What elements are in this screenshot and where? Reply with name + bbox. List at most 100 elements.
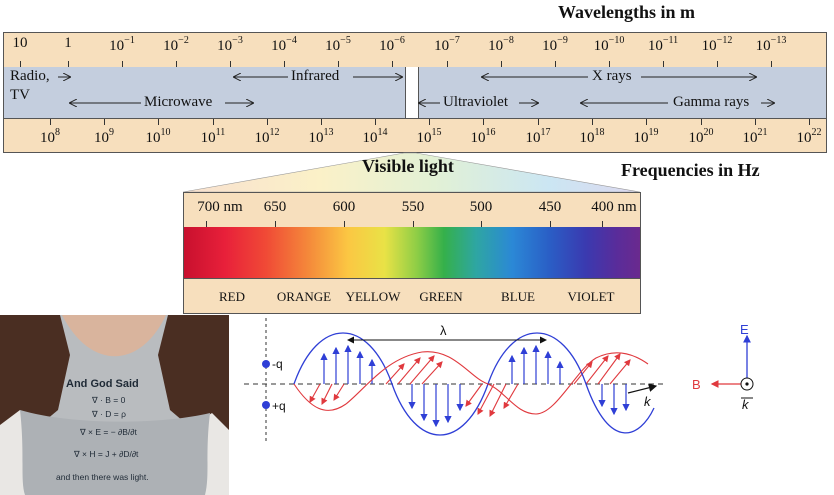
color-names-row: RED ORANGE YELLOW GREEN BLUE VIOLET <box>183 278 641 314</box>
nm-tick-label: 500 <box>469 199 493 215</box>
wavelength-tick-label: 10−4 <box>271 35 297 54</box>
wavelength-tick-label: 1 <box>64 35 72 51</box>
frequency-tick-mark <box>538 119 539 125</box>
ultraviolet-label: Ultraviolet <box>443 94 508 110</box>
tshirt-photo: And God Said ∇ · B = 0 ∇ · D = ρ ∇ × E =… <box>0 315 229 495</box>
lambda-label: λ <box>440 323 447 338</box>
nm-tick-mark <box>602 221 603 227</box>
nm-tick-mark <box>206 221 207 227</box>
e-legend-label: E <box>740 322 749 337</box>
e-field-arrows <box>320 344 630 428</box>
wavelength-tick-label: 10−10 <box>593 35 625 54</box>
k-legend-label: k <box>742 397 750 412</box>
frequency-tick-mark <box>50 119 51 125</box>
nm-tick-mark <box>275 221 276 227</box>
k-arrow <box>627 383 658 394</box>
wavelength-tick-mark <box>717 61 718 67</box>
shirt-eq3: ∇ × E = − ∂B/∂t <box>79 427 137 437</box>
frequency-tick-label: 1015 <box>416 127 442 146</box>
frequency-tick-label: 1021 <box>742 127 768 146</box>
nm-tick-label: 400 nm <box>591 199 637 215</box>
shirt-footer: and then there was light. <box>56 472 149 482</box>
shirt-title: And God Said <box>66 378 139 390</box>
frequency-tick-label: 1010 <box>145 127 171 146</box>
frequency-tick-label: 1013 <box>308 127 334 146</box>
shirt-eq2: ∇ · D = ρ <box>91 409 126 419</box>
frequencies-header: Frequencies in Hz <box>621 160 760 180</box>
xrays-label: X rays <box>592 68 632 84</box>
frequency-scale: 108 109 1010 1011 1012 1013 1014 1015 1016 1017 10… <box>3 118 827 153</box>
frequency-tick-label: 1012 <box>254 127 280 146</box>
nm-tick-mark <box>481 221 482 227</box>
wavelength-tick-label: 10−2 <box>163 35 189 54</box>
frequency-tick-mark <box>755 119 756 125</box>
frequency-tick-label: 109 <box>94 127 114 146</box>
wavelength-tick-label: 10−7 <box>434 35 460 54</box>
nm-tick-label: 650 <box>263 199 287 215</box>
frequency-tick-label: 1014 <box>362 127 388 146</box>
nm-tick-label: 450 <box>538 199 562 215</box>
plus-charge <box>262 401 270 409</box>
b-field-wave <box>293 351 649 415</box>
frequency-tick-label: 1019 <box>633 127 659 146</box>
minus-charge <box>262 360 270 368</box>
frequency-tick-label: 108 <box>40 127 60 146</box>
wavelength-tick-mark <box>555 61 556 67</box>
tv-label: TV <box>10 87 30 103</box>
color-name-label: GREEN <box>419 289 463 304</box>
color-name-label: YELLOW <box>345 289 401 304</box>
wavelength-tick-label: 10−12 <box>701 35 733 54</box>
gamma-label: Gamma rays <box>673 94 750 110</box>
frequency-tick-label: 1020 <box>688 127 714 146</box>
wavelength-tick-mark <box>771 61 772 67</box>
minus-q-label: -q <box>272 357 283 371</box>
radio-label: Radio, <box>10 68 50 84</box>
wavelength-tick-label: 10−8 <box>488 35 514 54</box>
wavelength-tick-mark <box>447 61 448 67</box>
em-wave-diagram: -q +q λ k E B k <box>244 318 754 443</box>
nm-tick-label: 700 nm <box>197 199 243 215</box>
frequency-tick-mark <box>429 119 430 125</box>
frequency-tick-mark <box>267 119 268 125</box>
frequency-tick-mark <box>701 119 702 125</box>
frequency-tick-mark <box>592 119 593 125</box>
k-label: k <box>644 394 652 409</box>
frequency-tick-mark <box>375 119 376 125</box>
plus-q-label: +q <box>272 399 286 413</box>
nm-tick-mark <box>344 221 345 227</box>
wavelength-tick-mark <box>122 61 123 67</box>
color-name-label: BLUE <box>501 289 535 304</box>
visible-slot <box>405 67 419 119</box>
wavelength-tick-mark <box>176 61 177 67</box>
wavelength-tick-label: 10−1 <box>109 35 135 54</box>
wavelength-tick-label: 10−9 <box>542 35 568 54</box>
wavelength-tick-mark <box>501 61 502 67</box>
infrared-label: Infrared <box>291 68 340 84</box>
frequency-tick-mark <box>646 119 647 125</box>
wavelengths-header: Wavelengths in m <box>558 2 696 22</box>
b-legend-label: B <box>692 377 701 392</box>
wavelength-tick-label: 10−11 <box>647 35 679 54</box>
wavelength-tick-mark <box>230 61 231 67</box>
wavelength-tick-mark <box>20 61 21 67</box>
wavelength-tick-mark <box>68 61 69 67</box>
color-spectrum <box>183 227 641 279</box>
band-arrows <box>58 67 826 119</box>
frequency-tick-mark <box>483 119 484 125</box>
shirt-eq1: ∇ · B = 0 <box>91 395 126 405</box>
shirt-eq4: ∇ × H = J + ∂D/∂t <box>73 449 139 459</box>
wavelength-tick-label: 10 <box>12 35 28 51</box>
b-field-arrows <box>309 353 631 417</box>
frequency-tick-mark <box>158 119 159 125</box>
frequency-tick-mark <box>104 119 105 125</box>
color-name-label: ORANGE <box>276 289 332 304</box>
nm-tick-label: 550 <box>401 199 425 215</box>
frequency-tick-mark <box>809 119 810 125</box>
wavelength-tick-mark <box>609 61 610 67</box>
frequency-tick-mark <box>321 119 322 125</box>
wavelength-tick-label: 10−13 <box>755 35 787 54</box>
wavelength-tick-label: 10−6 <box>379 35 405 54</box>
frequency-tick-label: 1022 <box>796 127 822 146</box>
frequency-tick-label: 1011 <box>200 127 226 146</box>
nm-tick-label: 600 <box>332 199 356 215</box>
